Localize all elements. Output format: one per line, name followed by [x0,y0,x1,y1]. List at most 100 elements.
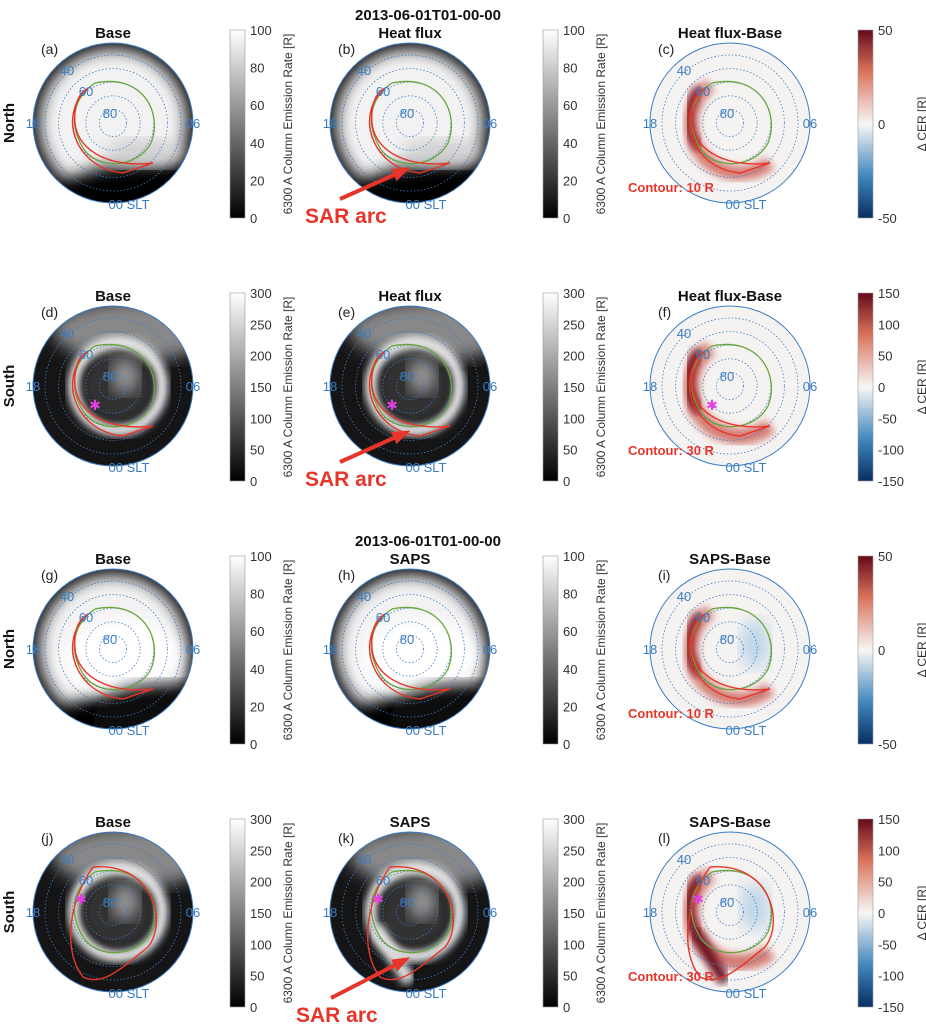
emission-map [650,569,810,729]
axis-label-bottom: 00 SLT [109,986,150,1001]
polar-panel: Heat flux-Base (f) ✱ 40 60 80 18 06 00 SLT Contou… [628,286,926,489]
panel-title: Heat flux-Base [678,25,782,42]
polar-boundary [329,831,491,993]
latitude-ring [44,580,182,718]
axis-label-lat_60: 60 [376,347,390,362]
colorbar-tick-label: 300 [563,286,585,301]
emission-map [650,832,810,992]
colorbar-tick-label: 40 [250,662,264,677]
latitude-ring [355,68,465,178]
colorbar-label: 6300 A Column Emission Rate [R] [594,297,608,478]
colorbar [542,292,559,482]
colorbar [542,555,559,745]
colorbar [542,818,559,1008]
polar-boundary [329,42,491,204]
axis-label-lat_80: 80 [400,895,414,910]
panel-label: (f) [658,304,671,320]
emission-map [650,43,810,203]
axis-label-lat_40: 40 [677,589,691,604]
colorbar-tick-label: 60 [563,98,577,113]
axis-label-bottom: 00 SLT [406,197,447,212]
colorbar-tick-label: -150 [878,1000,904,1015]
colorbar-tick-label: 0 [878,643,885,658]
colorbar-tick-label: -50 [878,411,897,426]
axis-label-bottom: 00 SLT [406,460,447,475]
hemisphere-label: South [1,891,18,934]
axis-label-bottom: 00 SLT [406,723,447,738]
polar-boundary [329,305,491,467]
colorbar-tick-label: 100 [250,937,272,952]
colorbar [229,292,246,482]
axis-label-left: 18 [643,642,657,657]
axis-label-lat_60: 60 [376,873,390,888]
axis-label-bottom: 00 SLT [109,197,150,212]
axis-label-lat_60: 60 [79,347,93,362]
axis-label-lat_40: 40 [357,852,371,867]
panel-title: SAPS-Base [689,551,771,568]
latitude-ring [675,594,785,704]
axis-label-bottom: 00 SLT [109,460,150,475]
contour-note: Contour: 30 R [628,969,715,984]
axis-label-lat_60: 60 [79,610,93,625]
axis-label-lat_40: 40 [357,63,371,78]
arrow-head-icon [391,430,411,445]
axis-label-left: 18 [26,379,40,394]
colorbar-tick-label: 250 [250,843,272,858]
colorbar-tick-label: 60 [250,98,264,113]
colorbar-tick-label: 100 [878,317,900,332]
axis-label-lat_40: 40 [60,326,74,341]
latitude-ring [675,331,785,441]
latitude-ring [99,371,128,400]
colorbar [229,29,246,219]
red-contour [72,350,154,437]
axis-label-lat_60: 60 [696,610,710,625]
latitude-ring [44,54,182,192]
red-contour [369,350,451,437]
latitude-ring [341,317,479,455]
colorbar-tick-label: -50 [878,937,897,952]
panel-label: (a) [41,41,58,57]
latitude-ring [85,358,141,414]
colorbar-tick-label: 100 [563,23,585,38]
contour-note: Contour: 30 R [628,443,715,458]
latitude-ring [58,857,168,967]
axis-label-left: 18 [323,379,337,394]
latitude-ring [99,898,128,927]
colorbar-tick-label: 150 [563,906,585,921]
axis-label-left: 18 [323,116,337,131]
contour-note: Contour: 10 R [628,180,715,195]
axis-label-right: 06 [483,116,497,131]
panel-label: (e) [338,304,355,320]
panel-title: Heat flux [378,288,442,305]
colorbar-tick-label: 100 [250,411,272,426]
colorbar-tick-label: -100 [878,969,904,984]
axis-label-lat_60: 60 [79,873,93,888]
colorbar-tick-label: -50 [878,737,897,752]
colorbar-tick-label: 80 [563,61,577,76]
axis-label-bottom: 00 SLT [406,986,447,1001]
colorbar-tick-label: 150 [250,380,272,395]
polar-boundary [32,831,194,993]
axis-label-lat_80: 80 [400,106,414,121]
colorbar-label: 6300 A Column Emission Rate [R] [594,823,608,1004]
latitude-ring [702,358,758,414]
latitude-ring [716,898,745,927]
red-contour [369,87,451,174]
magnetic-pole-marker: ✱ [89,397,101,413]
sar-arc-annotation: SAR arc [305,205,387,228]
latitude-ring [44,843,182,981]
hemisphere-label: South [1,365,18,408]
colorbar-label: Δ CER [R] [915,623,926,678]
colorbar-tick-label: 0 [563,474,570,489]
colorbar-tick-label: 0 [563,1000,570,1015]
colorbar-tick-label: 0 [878,380,885,395]
axis-label-left: 18 [323,642,337,657]
colorbar-tick-label: 100 [563,937,585,952]
latitude-ring [395,898,424,927]
axis-label-right: 06 [186,905,200,920]
hemisphere-label: North [1,103,18,143]
panel-title: Base [95,551,131,568]
axis-label-bottom: 00 SLT [109,723,150,738]
axis-label-bottom: 00 SLT [726,723,767,738]
colorbar-tick-label: 300 [563,812,585,827]
